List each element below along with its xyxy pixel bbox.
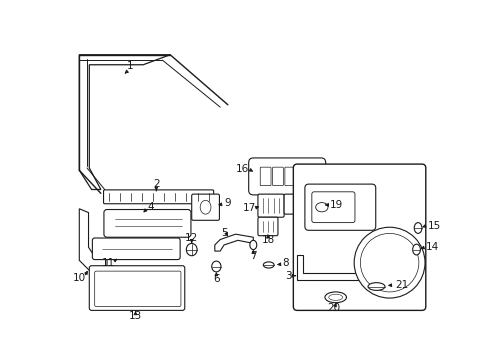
FancyBboxPatch shape [308, 198, 323, 214]
Text: 9: 9 [224, 198, 230, 208]
Polygon shape [297, 255, 366, 280]
Text: 1: 1 [126, 61, 133, 71]
Text: 15: 15 [427, 221, 440, 231]
Circle shape [360, 233, 418, 292]
Text: 21: 21 [394, 280, 407, 290]
Text: 16: 16 [235, 164, 248, 174]
FancyBboxPatch shape [272, 167, 283, 186]
Text: 19: 19 [329, 200, 343, 210]
FancyBboxPatch shape [191, 194, 219, 220]
Text: 10: 10 [73, 273, 86, 283]
Text: 7: 7 [249, 252, 256, 261]
Text: 3: 3 [285, 271, 291, 281]
Text: 17: 17 [243, 203, 256, 213]
FancyBboxPatch shape [260, 167, 270, 186]
Ellipse shape [211, 261, 221, 272]
FancyBboxPatch shape [92, 238, 180, 260]
FancyBboxPatch shape [285, 167, 295, 186]
Ellipse shape [186, 243, 197, 256]
Text: 11: 11 [102, 258, 115, 267]
Ellipse shape [263, 262, 274, 268]
FancyBboxPatch shape [95, 271, 181, 306]
Ellipse shape [413, 222, 421, 233]
Ellipse shape [412, 244, 420, 255]
Text: 8: 8 [281, 258, 288, 269]
Polygon shape [214, 234, 253, 251]
Polygon shape [79, 209, 107, 270]
FancyBboxPatch shape [297, 167, 307, 186]
Text: 14: 14 [425, 242, 438, 252]
Ellipse shape [324, 292, 346, 303]
Text: 18: 18 [262, 235, 275, 244]
Text: 5: 5 [220, 228, 227, 238]
Text: 20: 20 [326, 303, 339, 313]
FancyBboxPatch shape [257, 194, 284, 217]
FancyBboxPatch shape [305, 184, 375, 230]
Ellipse shape [315, 203, 327, 212]
Text: 4: 4 [147, 202, 154, 212]
FancyBboxPatch shape [293, 164, 425, 310]
FancyBboxPatch shape [89, 266, 184, 310]
Ellipse shape [328, 294, 342, 300]
FancyBboxPatch shape [284, 194, 308, 214]
FancyBboxPatch shape [104, 210, 190, 237]
FancyBboxPatch shape [248, 158, 325, 195]
Circle shape [353, 227, 424, 298]
Text: 2: 2 [153, 179, 159, 189]
Text: 13: 13 [129, 311, 142, 321]
Text: 12: 12 [184, 233, 198, 243]
Ellipse shape [200, 200, 210, 214]
FancyBboxPatch shape [311, 192, 354, 222]
Ellipse shape [249, 240, 256, 249]
FancyBboxPatch shape [103, 190, 213, 204]
Ellipse shape [367, 283, 384, 291]
FancyBboxPatch shape [257, 217, 277, 236]
Polygon shape [79, 55, 170, 189]
Text: 6: 6 [213, 274, 219, 284]
